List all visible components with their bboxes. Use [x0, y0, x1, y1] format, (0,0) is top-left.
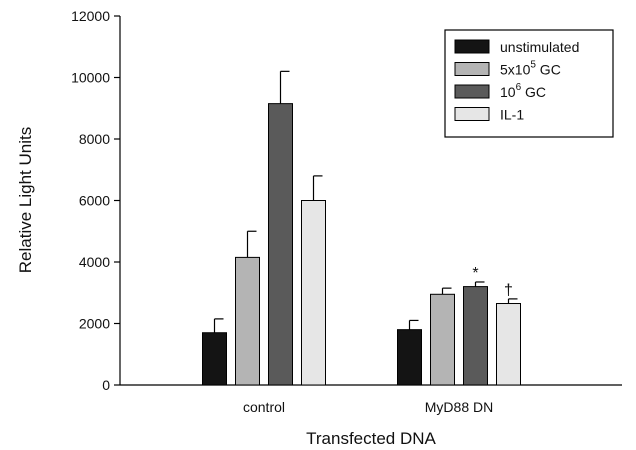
legend-label: 5x105 GC: [500, 60, 561, 78]
y-tick-label: 12000: [71, 8, 110, 24]
y-tick-label: 10000: [71, 70, 110, 86]
significance-marker: †: [504, 282, 513, 299]
bar: [397, 329, 422, 386]
bar: [268, 103, 293, 386]
legend-label: IL-1: [500, 107, 524, 123]
legend-label-superscript: 5: [530, 60, 536, 71]
legend-swatch: [454, 84, 490, 99]
legend-label-prefix: 10: [500, 84, 516, 100]
bar: [202, 332, 227, 386]
significance-marker: *: [472, 265, 478, 282]
y-tick-label: 4000: [79, 254, 110, 270]
y-axis-title: Relative Light Units: [16, 127, 35, 273]
x-axis-title: Transfected DNA: [306, 429, 436, 448]
legend-label-superscript: 6: [516, 82, 522, 93]
x-category-label: control: [243, 399, 285, 415]
legend-label-suffix: GC: [536, 62, 561, 78]
y-tick-label: 2000: [79, 316, 110, 332]
x-axis-category-labels: control MyD88 DN: [243, 399, 493, 415]
y-tick-label: 0: [102, 377, 110, 393]
legend-label-prefix: 5x10: [500, 62, 531, 78]
bar: [463, 286, 488, 386]
legend-label: 106 GC: [500, 82, 546, 100]
legend-swatch: [454, 107, 490, 121]
legend-label-suffix: GC: [521, 84, 546, 100]
bars-group: *†: [202, 70, 521, 386]
y-tick-label: 8000: [79, 131, 110, 147]
bar: [301, 200, 326, 386]
legend-swatch: [454, 39, 490, 54]
legend-label: unstimulated: [500, 39, 579, 55]
y-axis-ticks: 0 2000 4000 6000 8000 10000 12000: [71, 8, 120, 393]
bar: [235, 256, 260, 386]
y-tick-label: 6000: [79, 193, 110, 209]
x-category-label: MyD88 DN: [425, 399, 493, 415]
legend-swatch: [454, 62, 490, 76]
bar: [496, 303, 521, 386]
bar: [430, 293, 455, 386]
